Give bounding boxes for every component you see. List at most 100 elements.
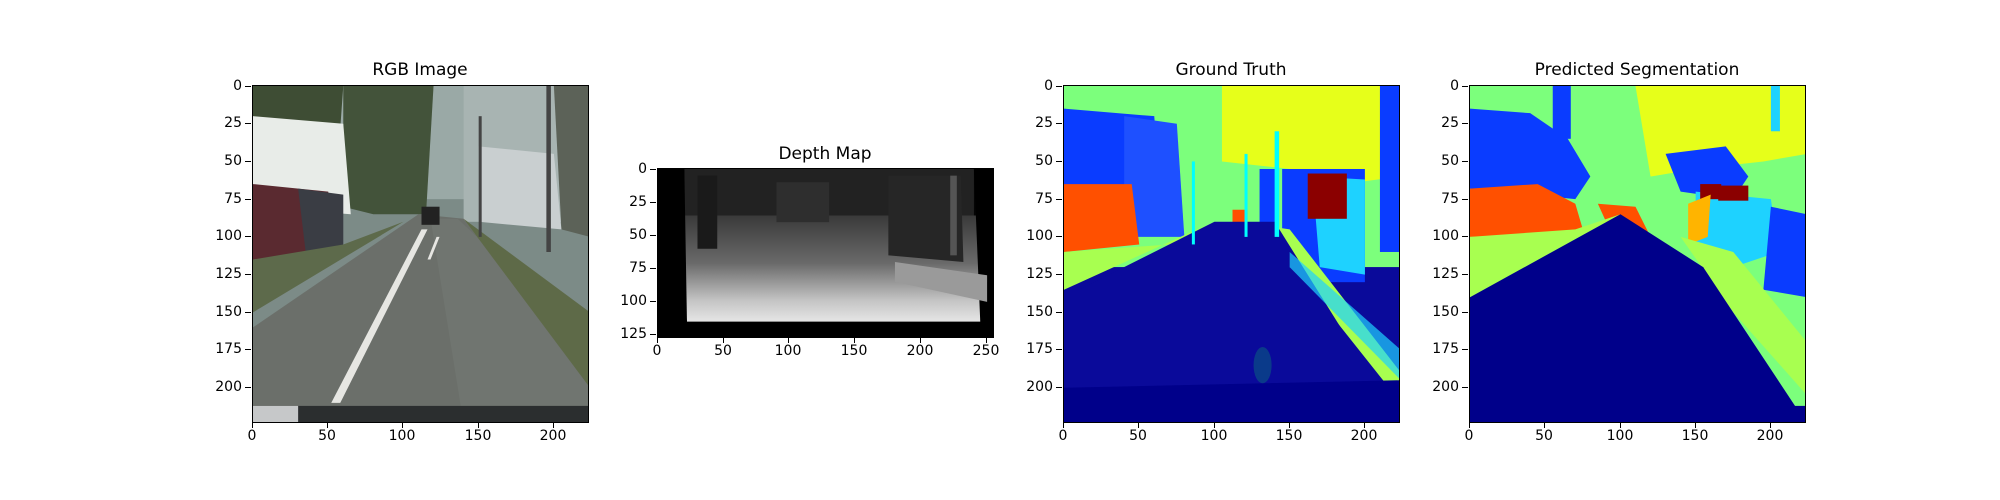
rgb-xtick: 200 — [539, 428, 567, 444]
rgb-ytick: 25 — [224, 115, 242, 131]
tick-mark — [1214, 422, 1215, 428]
tick-mark — [1620, 422, 1621, 428]
ground-truth-ytick: 175 — [1026, 341, 1053, 357]
tick-mark — [252, 422, 253, 428]
depth-ytick: 0 — [638, 161, 647, 177]
tick-mark — [1469, 422, 1470, 428]
predicted-xtick: 200 — [1756, 428, 1784, 444]
predicted-ytick: 25 — [1441, 115, 1459, 131]
tick-mark — [478, 422, 479, 428]
tick-mark — [854, 337, 855, 343]
predicted-ytick: 175 — [1432, 341, 1459, 357]
tick-mark — [245, 161, 251, 162]
tick-mark — [1056, 387, 1062, 388]
depth-xtick: 50 — [714, 343, 732, 359]
ground-truth-ytick: 200 — [1026, 379, 1053, 395]
tick-mark — [1056, 199, 1062, 200]
tick-mark — [245, 86, 251, 87]
rgb-ytick: 0 — [233, 78, 242, 94]
tick-mark — [245, 387, 251, 388]
rgb-ytick: 200 — [215, 379, 242, 395]
rgb-title: RGB Image — [372, 60, 468, 80]
ground-truth-ytick: 75 — [1035, 191, 1053, 207]
predicted-ytick: 150 — [1432, 304, 1459, 320]
rgb-ytick: 75 — [224, 191, 242, 207]
predicted-title: Predicted Segmentation — [1534, 60, 1740, 80]
tick-mark — [1462, 236, 1468, 237]
tick-mark — [1770, 422, 1771, 428]
predicted-ytick: 0 — [1450, 78, 1459, 94]
tick-mark — [1462, 123, 1468, 124]
ground-truth-xtick: 0 — [1058, 428, 1068, 444]
predicted-image — [1469, 85, 1806, 423]
predicted-ytick: 75 — [1441, 191, 1459, 207]
ground-truth-image — [1063, 85, 1400, 423]
tick-mark — [402, 422, 403, 428]
rgb-ytick: 150 — [215, 304, 242, 320]
predicted-xtick: 50 — [1535, 428, 1553, 444]
tick-mark — [1462, 349, 1468, 350]
tick-mark — [1063, 422, 1064, 428]
ground-truth-xtick: 200 — [1350, 428, 1378, 444]
predicted-ytick: 100 — [1432, 228, 1459, 244]
depth-xtick: 200 — [906, 343, 934, 359]
depth-xtick: 0 — [652, 343, 662, 359]
predicted-xtick: 0 — [1464, 428, 1474, 444]
tick-mark — [1056, 161, 1062, 162]
tick-mark — [1462, 161, 1468, 162]
rgb-xtick: 100 — [388, 428, 416, 444]
tick-mark — [245, 274, 251, 275]
depth-xtick: 150 — [840, 343, 868, 359]
ground-truth-ytick: 125 — [1026, 266, 1053, 282]
tick-mark — [1462, 86, 1468, 87]
ground-truth-ytick: 0 — [1044, 78, 1053, 94]
tick-mark — [650, 301, 656, 302]
rgb-xtick: 150 — [464, 428, 492, 444]
tick-mark — [650, 235, 656, 236]
tick-mark — [1056, 349, 1062, 350]
tick-mark — [788, 337, 789, 343]
rgb-ytick: 175 — [215, 341, 242, 357]
rgb-image — [252, 85, 589, 423]
depth-ytick: 100 — [620, 293, 647, 309]
tick-mark — [1056, 236, 1062, 237]
tick-mark — [650, 169, 656, 170]
predicted-xtick: 150 — [1681, 428, 1709, 444]
depth-ytick: 25 — [629, 194, 647, 210]
predicted-ytick: 50 — [1441, 153, 1459, 169]
predicted-ytick: 200 — [1432, 379, 1459, 395]
tick-mark — [1364, 422, 1365, 428]
depth-ytick: 50 — [629, 227, 647, 243]
tick-mark — [1462, 199, 1468, 200]
tick-mark — [1056, 274, 1062, 275]
tick-mark — [245, 123, 251, 124]
ground-truth-ytick: 150 — [1026, 304, 1053, 320]
rgb-ytick: 125 — [215, 266, 242, 282]
ground-truth-title: Ground Truth — [1175, 60, 1287, 80]
rgb-xtick: 50 — [318, 428, 336, 444]
depth-xtick: 100 — [774, 343, 802, 359]
predicted-ytick: 125 — [1432, 266, 1459, 282]
tick-mark — [986, 337, 987, 343]
ground-truth-ytick: 50 — [1035, 153, 1053, 169]
tick-mark — [553, 422, 554, 428]
tick-mark — [650, 268, 656, 269]
tick-mark — [245, 349, 251, 350]
rgb-ytick: 50 — [224, 153, 242, 169]
tick-mark — [245, 199, 251, 200]
ground-truth-xtick: 50 — [1129, 428, 1147, 444]
rgb-ytick: 100 — [215, 228, 242, 244]
depth-xtick: 250 — [972, 343, 1000, 359]
tick-mark — [657, 337, 658, 343]
tick-mark — [1056, 123, 1062, 124]
tick-mark — [650, 334, 656, 335]
depth-title: Depth Map — [778, 144, 872, 164]
ground-truth-ytick: 25 — [1035, 115, 1053, 131]
rgb-xtick: 0 — [247, 428, 257, 444]
tick-mark — [1462, 274, 1468, 275]
ground-truth-ytick: 100 — [1026, 228, 1053, 244]
tick-mark — [1138, 422, 1139, 428]
tick-mark — [1462, 387, 1468, 388]
ground-truth-xtick: 150 — [1275, 428, 1303, 444]
tick-mark — [1695, 422, 1696, 428]
